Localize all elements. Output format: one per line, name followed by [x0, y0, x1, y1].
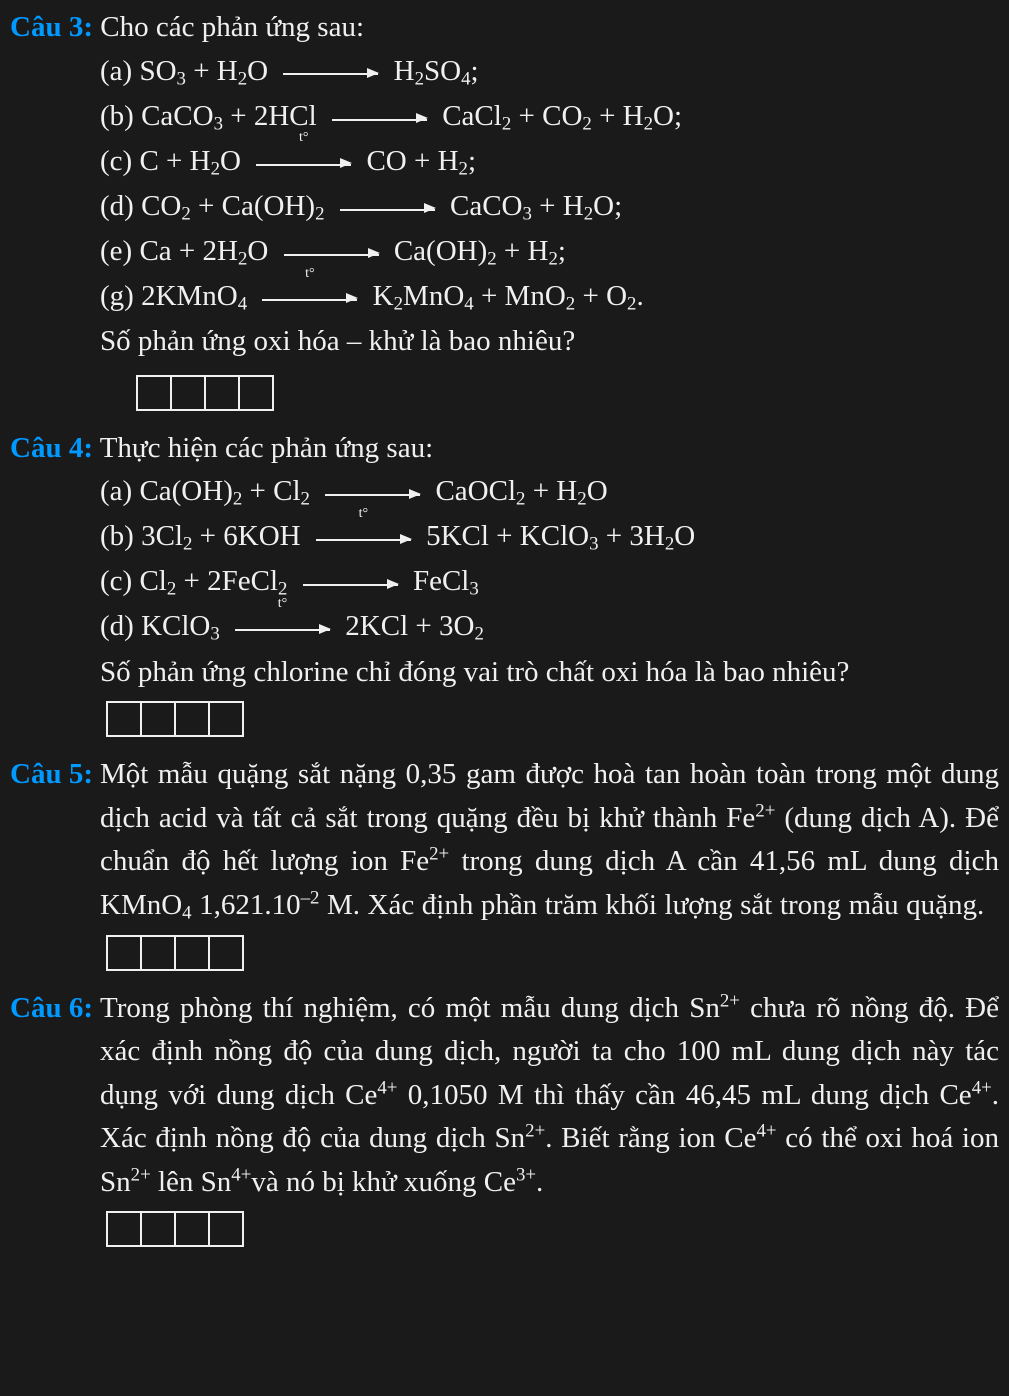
reaction-rhs: FeCl3	[413, 565, 479, 597]
reaction-line: (d) KClO3 t° 2KCl + 3O2	[10, 605, 999, 650]
question-label: Câu 5:	[10, 753, 100, 797]
reaction-key: (d)	[100, 610, 134, 642]
question-tail: Số phản ứng chlorine chỉ đóng vai trò ch…	[10, 651, 999, 740]
question-intro-line: Câu 4: Thực hiện các phản ứng sau:	[10, 427, 999, 471]
reaction-key: (b)	[100, 100, 134, 132]
arrow-temp-label: t°	[299, 127, 309, 148]
answer-cell[interactable]	[238, 375, 274, 411]
answer-cell[interactable]	[208, 701, 244, 737]
reaction-key: (c)	[100, 565, 132, 597]
reaction-arrow	[325, 472, 420, 516]
answer-boxes	[106, 1206, 244, 1250]
reaction-rhs: Ca(OH)2 + H2;	[394, 235, 566, 267]
answer-boxes	[106, 929, 244, 973]
reaction-key: (a)	[100, 55, 132, 87]
reaction-lhs: Cl2 + 2FeCl2	[139, 565, 287, 597]
question-label: Câu 3:	[10, 11, 93, 43]
reaction-line: (d) CO2 + Ca(OH)2 CaCO3 + H2O;	[10, 185, 999, 230]
reaction-line: (b) CaCO3 + 2HCl CaCl2 + CO2 + H2O;	[10, 95, 999, 140]
reaction-lhs: 2KMnO4	[141, 280, 247, 312]
answer-cell[interactable]	[208, 935, 244, 971]
answer-cell[interactable]	[174, 935, 210, 971]
reaction-line: (e) Ca + 2H2O Ca(OH)2 + H2;	[10, 230, 999, 275]
answer-boxes	[106, 696, 244, 740]
reaction-arrow	[340, 186, 435, 230]
answer-cell[interactable]	[106, 1211, 142, 1247]
reaction-line: (b) 3Cl2 + 6KOH t° 5KCl + KClO3 + 3H2O	[10, 515, 999, 560]
answer-cell[interactable]	[174, 1211, 210, 1247]
q6: Câu 6: Trong phòng thí nghiệm, có một mẫ…	[10, 987, 999, 1250]
reaction-rhs: 5KCl + KClO3 + 3H2O	[426, 520, 695, 552]
reaction-line: (a) Ca(OH)2 + Cl2 CaOCl2 + H2O	[10, 470, 999, 515]
answer-cell[interactable]	[140, 701, 176, 737]
reaction-line: (c) Cl2 + 2FeCl2 FeCl3	[10, 560, 999, 605]
answer-cell[interactable]	[208, 1211, 244, 1247]
question-paragraph: Câu 6: Trong phòng thí nghiệm, có một mẫ…	[10, 987, 999, 1205]
reaction-lhs: CO2 + Ca(OH)2	[141, 190, 324, 222]
reaction-arrow	[332, 96, 427, 140]
answer-cell[interactable]	[140, 935, 176, 971]
reaction-lhs: CaCO3 + 2HCl	[141, 100, 317, 132]
answer-cell[interactable]	[106, 701, 142, 737]
answer-cell[interactable]	[136, 375, 172, 411]
question-tail: Số phản ứng oxi hóa – khử là bao nhiêu?	[10, 320, 999, 364]
answer-cell[interactable]	[140, 1211, 176, 1247]
reaction-key: (e)	[100, 235, 132, 267]
reaction-lhs: C + H2O	[139, 145, 241, 177]
reaction-lhs: Ca(OH)2 + Cl2	[139, 475, 310, 507]
reaction-lhs: SO3 + H2O	[139, 55, 268, 87]
answer-boxes	[136, 369, 274, 413]
reaction-key: (d)	[100, 190, 134, 222]
reaction-arrow: t°	[316, 517, 411, 561]
question-intro: Cho các phản ứng sau:	[100, 11, 364, 43]
reaction-arrow: t°	[256, 141, 351, 185]
reaction-rhs: CaCO3 + H2O;	[450, 190, 622, 222]
question-intro: Thực hiện các phản ứng sau:	[100, 432, 433, 464]
reaction-key: (c)	[100, 145, 132, 177]
arrow-temp-label: t°	[359, 503, 369, 524]
q4: Câu 4: Thực hiện các phản ứng sau: (a) C…	[10, 427, 999, 739]
question-label: Câu 4:	[10, 432, 93, 464]
q5: Câu 5: Một mẫu quặng sắt nặng 0,35 gam đ…	[10, 753, 999, 973]
question-intro-line: Câu 3: Cho các phản ứng sau:	[10, 6, 999, 50]
reaction-line: (a) SO3 + H2O H2SO4;	[10, 50, 999, 95]
reaction-arrow	[284, 231, 379, 275]
reaction-line: (c) C + H2O t° CO + H2;	[10, 140, 999, 185]
reaction-rhs: 2KCl + 3O2	[345, 610, 484, 642]
reaction-lhs: KClO3	[141, 610, 220, 642]
question-paragraph: Câu 5: Một mẫu quặng sắt nặng 0,35 gam đ…	[10, 753, 999, 973]
reaction-rhs: CO + H2;	[366, 145, 476, 177]
reaction-key: (a)	[100, 475, 132, 507]
answer-cell[interactable]	[106, 935, 142, 971]
answer-cell[interactable]	[170, 375, 206, 411]
reaction-lhs: 3Cl2 + 6KOH	[141, 520, 301, 552]
reaction-arrow	[303, 562, 398, 606]
arrow-temp-label: t°	[278, 593, 288, 614]
reaction-line: (g) 2KMnO4 t° K2MnO4 + MnO2 + O2.	[10, 275, 999, 320]
reaction-rhs: H2SO4;	[394, 55, 479, 87]
q3: Câu 3: Cho các phản ứng sau: (a) SO3 + H…	[10, 6, 999, 413]
reaction-rhs: K2MnO4 + MnO2 + O2.	[373, 280, 644, 312]
answer-cell[interactable]	[204, 375, 240, 411]
reaction-rhs: CaOCl2 + H2O	[435, 475, 607, 507]
reaction-lhs: Ca + 2H2O	[139, 235, 268, 267]
reaction-rhs: CaCl2 + CO2 + H2O;	[442, 100, 682, 132]
answer-row	[10, 1204, 999, 1249]
reaction-arrow	[283, 51, 378, 95]
question-label: Câu 6:	[10, 987, 100, 1031]
reaction-key: (g)	[100, 280, 134, 312]
answer-row	[10, 368, 999, 413]
reaction-key: (b)	[100, 520, 134, 552]
reaction-arrow: t°	[235, 607, 330, 651]
arrow-temp-label: t°	[305, 263, 315, 284]
answer-cell[interactable]	[174, 701, 210, 737]
reaction-arrow: t°	[262, 277, 357, 321]
